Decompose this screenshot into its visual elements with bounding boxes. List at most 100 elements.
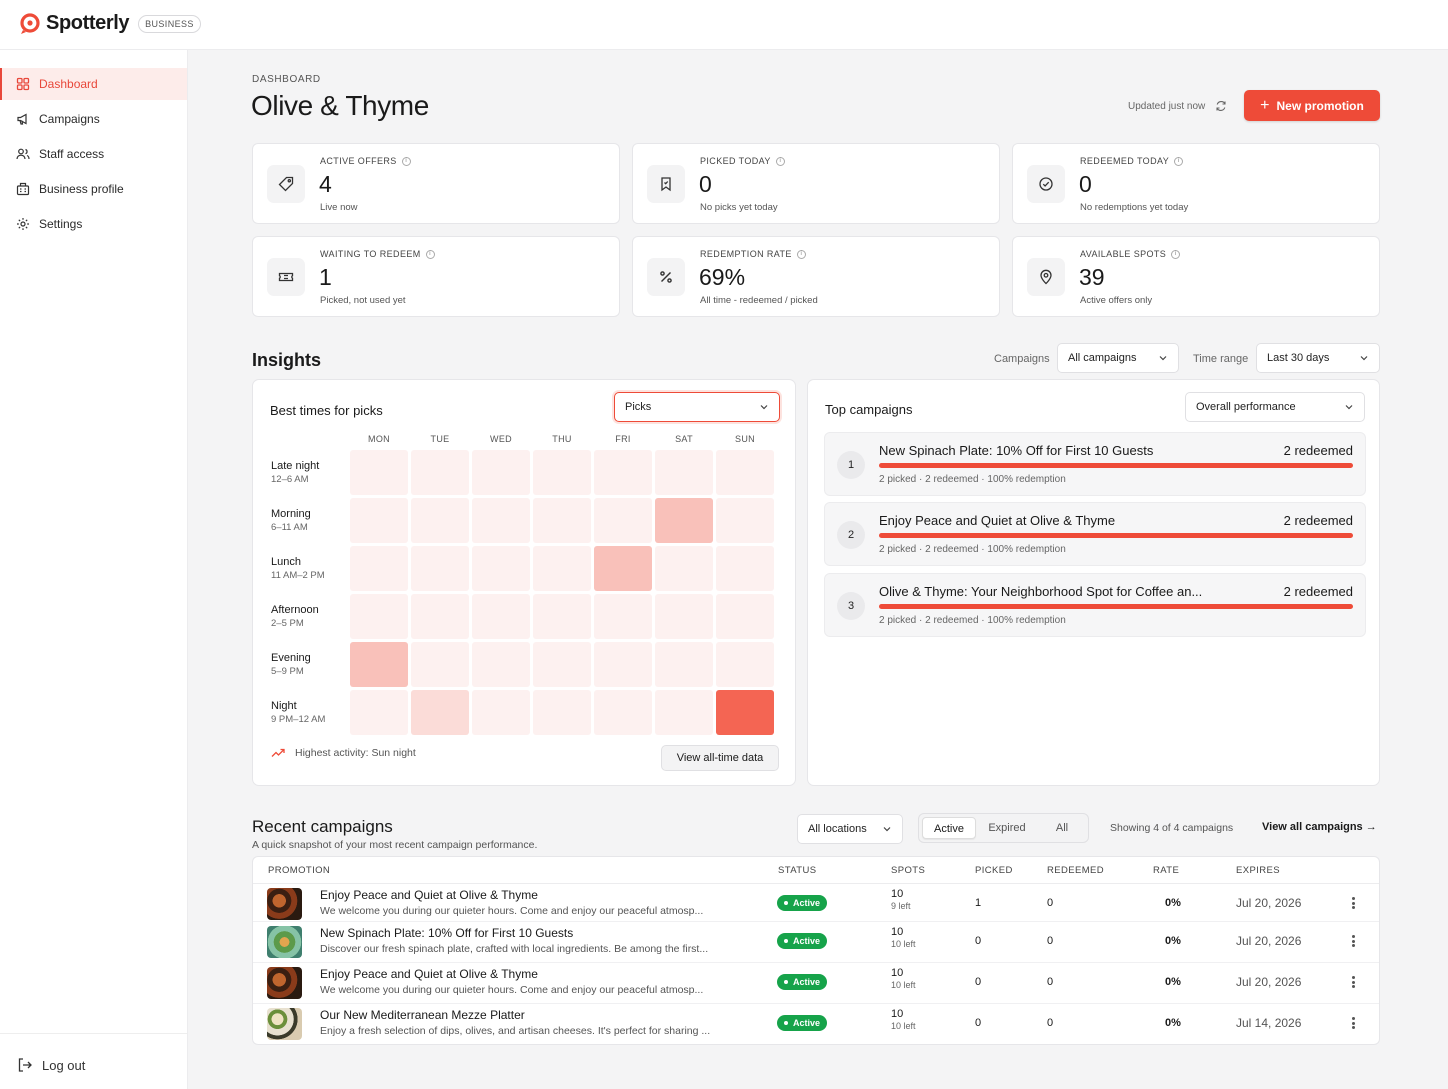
heatmap-cell[interactable] (594, 498, 652, 543)
heatmap-cell[interactable] (472, 642, 530, 687)
more-options-icon[interactable] (1347, 895, 1359, 911)
heatmap-metric-select[interactable]: Picks (614, 392, 780, 422)
info-icon[interactable]: i (401, 156, 411, 166)
gear-icon (17, 218, 29, 230)
table-row[interactable]: Enjoy Peace and Quiet at Olive & Thyme We… (253, 962, 1379, 1003)
heatmap-cell[interactable] (350, 594, 408, 639)
logout-button[interactable]: Log out (17, 1057, 85, 1073)
time-range-select[interactable]: Last 30 days (1256, 343, 1380, 373)
heatmap-cell[interactable] (594, 450, 652, 495)
more-options-icon[interactable] (1347, 974, 1359, 990)
more-options-icon[interactable] (1347, 1015, 1359, 1031)
highest-activity: Highest activity: Sun night (271, 747, 416, 759)
heatmap-cell[interactable] (716, 498, 774, 543)
stat-label: REDEEMED TODAY i (1080, 156, 1184, 166)
campaigns-select[interactable]: All campaigns (1057, 343, 1179, 373)
heatmap-cell[interactable] (472, 594, 530, 639)
heatmap-cell[interactable] (655, 546, 713, 591)
heatmap-cell[interactable] (533, 642, 591, 687)
heatmap-cell[interactable] (716, 450, 774, 495)
heatmap-cell[interactable] (411, 690, 469, 735)
heatmap-cell[interactable] (655, 450, 713, 495)
info-icon[interactable]: i (425, 249, 435, 259)
stat-subtext: No redemptions yet today (1080, 202, 1189, 213)
sidebar-item-staff-access[interactable]: Staff access (0, 138, 187, 170)
top-campaign-item[interactable]: 3 Olive & Thyme: Your Neighborhood Spot … (824, 573, 1366, 637)
heatmap-cell[interactable] (472, 546, 530, 591)
stat-label: PICKED TODAY i (700, 156, 785, 166)
sidebar-item-settings[interactable]: Settings (0, 208, 187, 240)
sidebar-item-dashboard[interactable]: Dashboard (0, 68, 187, 100)
view-all-time-button[interactable]: View all-time data (661, 745, 779, 771)
table-row[interactable]: Our New Mediterranean Mezze Platter Enjoy… (253, 1003, 1379, 1044)
top-campaign-item[interactable]: 2 Enjoy Peace and Quiet at Olive & Thyme… (824, 502, 1366, 566)
heatmap-cell[interactable] (533, 594, 591, 639)
heatmap-cell[interactable] (350, 642, 408, 687)
top-campaign-item[interactable]: 1 New Spinach Plate: 10% Off for First 1… (824, 432, 1366, 496)
heatmap-cell[interactable] (594, 690, 652, 735)
tab-all[interactable]: All (1055, 822, 1069, 834)
tab-expired[interactable]: Expired (988, 822, 1026, 834)
sidebar-divider (0, 1033, 187, 1034)
promotion-name: Our New Mediterranean Mezze Platter (320, 1008, 525, 1022)
column-header: RATE (1153, 865, 1180, 876)
heatmap-cell[interactable] (655, 498, 713, 543)
tab-active[interactable]: Active (922, 817, 976, 839)
more-options-icon[interactable] (1347, 933, 1359, 949)
stat-label: AVAILABLE SPOTS i (1080, 249, 1181, 259)
heatmap-cell[interactable] (350, 546, 408, 591)
heatmap-cell[interactable] (655, 594, 713, 639)
heatmap-cell[interactable] (716, 594, 774, 639)
heatmap-cell[interactable] (411, 450, 469, 495)
table-row[interactable]: Enjoy Peace and Quiet at Olive & Thyme We… (253, 884, 1379, 921)
status-text: Active (793, 977, 821, 987)
top-campaigns-card: Top campaigns Overall performance 1 New … (807, 379, 1380, 786)
heatmap-cell[interactable] (411, 498, 469, 543)
heatmap-cell[interactable] (594, 594, 652, 639)
heatmap-cell[interactable] (411, 546, 469, 591)
heatmap-cell[interactable] (533, 690, 591, 735)
heatmap-cell[interactable] (350, 498, 408, 543)
info-icon[interactable]: i (775, 156, 785, 166)
best-times-card: Best times for picks Picks MON TUE WED THU F… (252, 379, 796, 786)
table-row[interactable]: New Spinach Plate: 10% Off for First 10 … (253, 921, 1379, 962)
chevron-down-icon (1159, 356, 1167, 361)
heatmap-cell[interactable] (533, 498, 591, 543)
sidebar-item-campaigns[interactable]: Campaigns (0, 103, 187, 135)
heatmap-cell[interactable] (655, 642, 713, 687)
heatmap-cell[interactable] (716, 642, 774, 687)
heatmap-cell[interactable] (716, 690, 774, 735)
heatmap-cell[interactable] (533, 546, 591, 591)
stat-icon-wrap (267, 258, 305, 296)
heatmap-row-range: 5–9 PM (271, 666, 304, 677)
info-icon[interactable]: i (1174, 156, 1184, 166)
locations-select[interactable]: All locations (797, 814, 903, 844)
stat-value: 4 (319, 171, 332, 197)
sidebar-item-business-profile[interactable]: Business profile (0, 173, 187, 205)
brand-logo[interactable]: Spotterly BUSINESS (19, 12, 201, 35)
heatmap-cell[interactable] (411, 594, 469, 639)
heatmap-cell[interactable] (350, 690, 408, 735)
heatmap-cell[interactable] (411, 642, 469, 687)
performance-select[interactable]: Overall performance (1185, 392, 1365, 422)
refresh-icon[interactable] (1215, 100, 1227, 112)
new-promotion-button[interactable]: + New promotion (1244, 90, 1380, 121)
info-icon[interactable]: i (1171, 249, 1181, 259)
heatmap-cell[interactable] (533, 450, 591, 495)
heatmap-cell[interactable] (594, 642, 652, 687)
heatmap-cell[interactable] (594, 546, 652, 591)
updated-status: Updated just now (1128, 100, 1227, 112)
heatmap-cell[interactable] (472, 498, 530, 543)
heatmap-cell[interactable] (716, 546, 774, 591)
heatmap-cell[interactable] (350, 450, 408, 495)
column-header: REDEEMED (1047, 865, 1105, 876)
view-all-campaigns-link[interactable]: View all campaigns → (1262, 821, 1377, 833)
promotion-description: Discover our fresh spinach plate, crafte… (320, 943, 709, 955)
heatmap-cell[interactable] (472, 450, 530, 495)
heatmap-cell[interactable] (472, 690, 530, 735)
heatmap-cell[interactable] (655, 690, 713, 735)
spots-left: 9 left (891, 901, 911, 911)
updated-text: Updated just now (1128, 100, 1206, 112)
info-icon[interactable]: i (796, 249, 806, 259)
stat-icon-wrap (1027, 258, 1065, 296)
